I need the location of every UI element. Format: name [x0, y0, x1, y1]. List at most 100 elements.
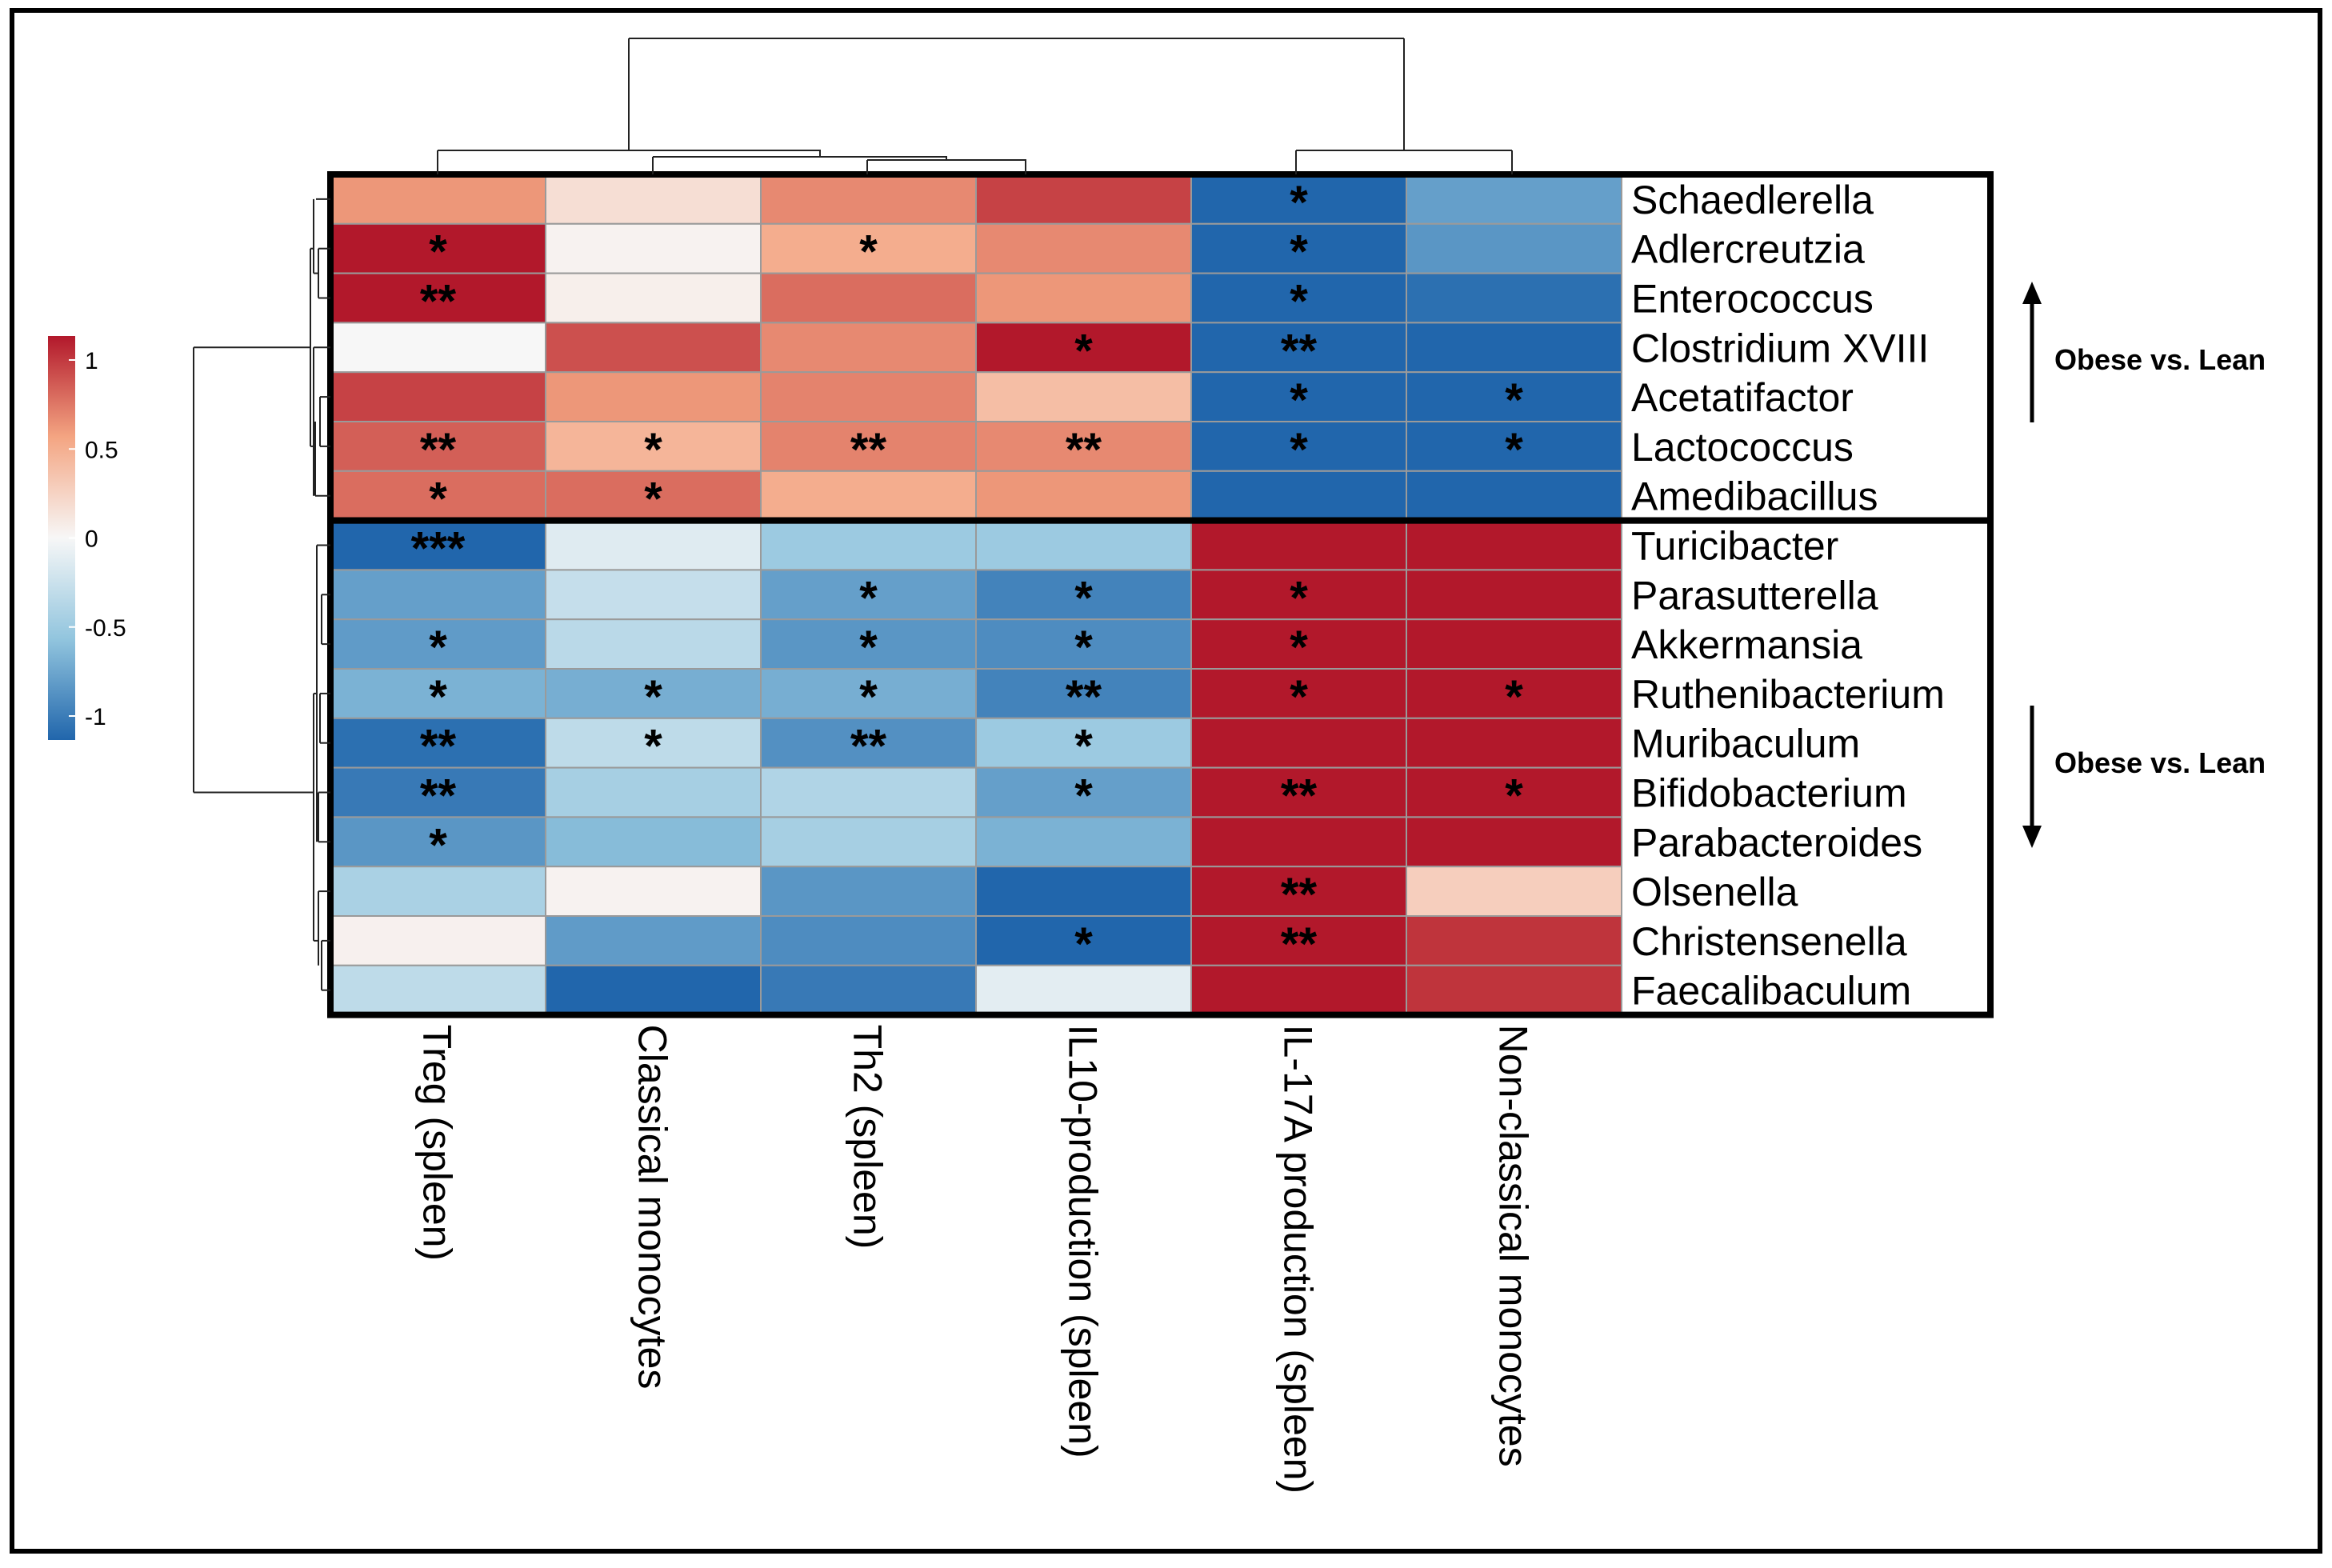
heatmap-cell [1190, 866, 1407, 917]
column-dendrogram-branch [653, 156, 947, 160]
significance-mark: * [644, 721, 662, 773]
heatmap-cell [975, 519, 1192, 571]
heatmap-cell [760, 915, 977, 966]
heatmap-cell [330, 174, 546, 225]
down-arrow-head [2022, 826, 2042, 848]
heatmap-cell [330, 964, 546, 1016]
heatmap-cell [760, 322, 977, 374]
significance-mark: * [429, 671, 447, 723]
significance-mark: * [1505, 770, 1523, 822]
row-label: Ruthenibacterium [1631, 672, 1945, 717]
legend-tick-label: 0.5 [85, 437, 118, 463]
row-label: Olsenella [1631, 870, 1798, 914]
row-label: Parasutterella [1631, 573, 1878, 618]
significance-mark: ** [850, 424, 887, 476]
heatmap-cell [975, 866, 1192, 917]
legend-tick-label: 1 [85, 348, 98, 374]
heatmap-cell [1190, 569, 1407, 621]
row-dendrogram [193, 198, 330, 991]
significance-mark: * [1290, 226, 1308, 278]
significance-mark: ** [420, 770, 457, 822]
significance-mark: ** [1281, 325, 1318, 377]
heatmap-cell [545, 519, 762, 571]
heatmap-cell [760, 717, 977, 769]
legend-ticks: 1 0.5 0 -0.5 -1 [69, 348, 126, 730]
heatmap-cell [545, 421, 762, 472]
heatmap-cell [975, 272, 1192, 324]
heatmap-cell [975, 964, 1192, 1016]
heatmap-cell [545, 222, 762, 274]
heatmap-cell [330, 915, 546, 966]
heatmap-cell [1406, 322, 1622, 374]
significance-mark: * [1074, 622, 1093, 674]
heatmap-cell [975, 668, 1192, 719]
row-label: Schaedlerella [1631, 178, 1874, 222]
group-annotations: Obese vs. Lean Obese vs. Lean [2022, 282, 2266, 848]
heatmap-cell [975, 222, 1192, 274]
significance-mark: * [859, 572, 878, 624]
column-label: Th2 (spleen) [846, 1025, 890, 1250]
significance-mark: ** [420, 721, 457, 773]
significance-mark: ** [850, 721, 887, 773]
row-label: Acetatifactor [1631, 375, 1854, 420]
heatmap-cell [330, 322, 546, 374]
significance-mark: * [1505, 374, 1523, 426]
row-label: Adlercreutzia [1631, 227, 1865, 272]
row-label: Lactococcus [1631, 425, 1854, 470]
figure-frame [10, 8, 2322, 1554]
significance-mark: ** [420, 424, 457, 476]
heatmap-cell [1406, 618, 1622, 670]
significance-mark: * [644, 424, 662, 476]
heatmap-cell [545, 272, 762, 324]
heatmap-cell [545, 174, 762, 225]
row-label: Amedibacillus [1631, 474, 1878, 519]
significance-mark: ** [1066, 424, 1102, 476]
heatmap-cell [330, 569, 546, 621]
significance-mark: * [429, 474, 447, 526]
heatmap-cell [1190, 519, 1407, 571]
heatmap-cell [330, 668, 546, 719]
heatmap-cell [1406, 915, 1622, 966]
heatmap-cell [1190, 272, 1407, 324]
significance-mark: ** [1066, 671, 1102, 723]
legend-tick-label: -1 [85, 704, 106, 730]
heatmap-cell [545, 964, 762, 1016]
significance-mark: ** [1281, 770, 1318, 822]
heatmap-cell [975, 421, 1192, 472]
row-label: Faecalibaculum [1631, 969, 1911, 1014]
significance-mark: * [429, 819, 447, 871]
significance-mark: * [1290, 424, 1308, 476]
heatmap-cell [1406, 668, 1622, 719]
heatmap-cell [975, 569, 1192, 621]
row-label: Enterococcus [1631, 277, 1874, 322]
heatmap-cell [1190, 717, 1407, 769]
significance-mark: * [1290, 671, 1308, 723]
heatmap-cell [545, 569, 762, 621]
heatmap-cell [330, 470, 546, 522]
heatmap-cell [1190, 618, 1407, 670]
heatmap-cell [1406, 964, 1622, 1016]
heatmap-cell [1406, 519, 1622, 571]
heatmap-cell [1406, 866, 1622, 917]
significance-mark: * [1074, 721, 1093, 773]
group-label-lower: Obese vs. Lean [2054, 746, 2266, 779]
heatmap-cell [330, 371, 546, 423]
row-label: Muribaculum [1631, 722, 1860, 766]
heatmap-cell [760, 272, 977, 324]
heatmap-cell [975, 470, 1192, 522]
significance-mark: * [1505, 671, 1523, 723]
significance-mark: * [429, 226, 447, 278]
significance-mark: * [1290, 622, 1308, 674]
row-label: Clostridium XVIII [1631, 326, 1929, 370]
heatmap-cell [545, 470, 762, 522]
heatmap-cell [1406, 816, 1622, 868]
heatmap-cell [545, 766, 762, 818]
row-label: Akkermansia [1631, 622, 1862, 667]
significance-mark: * [1074, 572, 1093, 624]
significance-mark: * [644, 671, 662, 723]
significance-mark: ** [1281, 869, 1318, 921]
significance-mark: * [1074, 918, 1093, 970]
heatmap-cells [330, 174, 1622, 1016]
significance-mark: * [1290, 177, 1308, 229]
